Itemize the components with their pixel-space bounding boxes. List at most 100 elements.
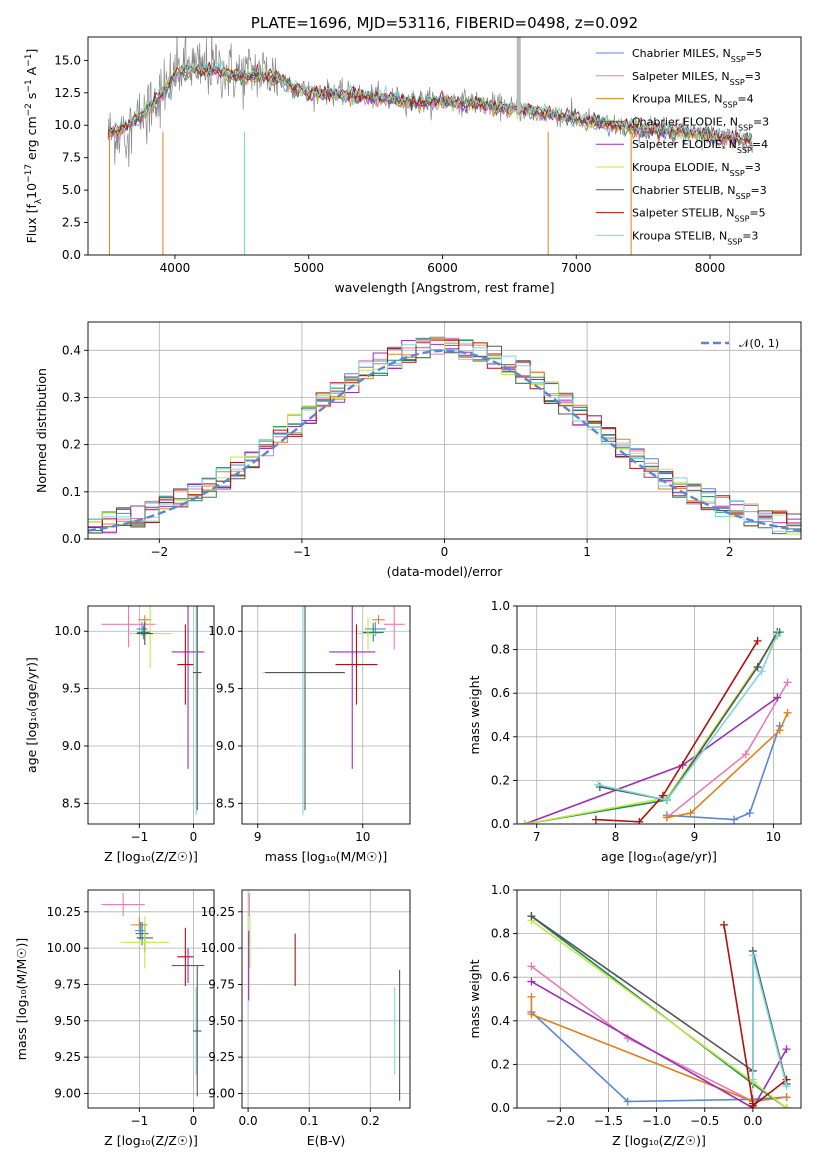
legend-label-name: Salpeter ELODIE, N (632, 138, 737, 151)
x-axis-label: Z [log₁₀(Z/Z☉)] (104, 849, 198, 864)
panel-age_vs_mass: 9 10 8.5 9.0 9.5 10.0 mass [log₁₀(M/M☉)] (208, 605, 411, 864)
y-tick-label: 9.25 (208, 1050, 235, 1064)
legend-label-sub: SSP (734, 214, 749, 223)
y-tick-label: 9.25 (54, 1050, 81, 1064)
data-point-chabrier_stelib (192, 606, 202, 811)
x-tick-label: 0 (190, 1114, 198, 1128)
y-tick-label: 9.00 (208, 1086, 235, 1100)
y-tick-label: 9.00 (54, 1086, 81, 1100)
y-tick-label: 0.8 (491, 643, 510, 657)
x-tick-label: 7000 (561, 261, 592, 275)
y-axis-label-part: −2 (24, 103, 34, 116)
y-tick-label: 0.0 (62, 532, 81, 546)
plot-area (88, 890, 214, 1108)
x-axis-label: Z [log₁₀(Z/Z☉)] (104, 1133, 198, 1148)
legend-label-suffix: =3 (753, 115, 769, 128)
legend-label-name: Chabrier STELIB, N (632, 184, 736, 197)
y-axis-label-part: −1 (24, 54, 34, 67)
data-point-kroupa_elodie (120, 916, 170, 969)
data-point-salpeter_miles (101, 606, 156, 648)
y-tick-label: 0.4 (491, 1014, 510, 1028)
weight-marker (635, 817, 644, 824)
y-tick-label: 10.00 (47, 941, 81, 955)
y-tick-label: 0.2 (62, 438, 81, 452)
legend-label-sub: SSP (722, 100, 737, 109)
y-tick-label: 10.0 (54, 118, 81, 132)
y-axis-label-part: Flux [f (24, 204, 39, 244)
weight-marker (527, 992, 536, 1001)
x-tick-label: 0 (190, 830, 198, 844)
x-axis-label: wavelength [Angstrom, rest frame] (334, 280, 554, 295)
y-tick-label: 7.5 (62, 151, 81, 165)
panel-residuals: −2 −1 0 1 2 0.0 0.1 0.2 0.3 0.4 (data-model)/error… (34, 321, 802, 579)
y-tick-label: 10.0 (54, 624, 81, 638)
weight-line-salpeter_stelib (595, 640, 759, 823)
weight-marker (757, 667, 766, 676)
legend-label: Salpeter MILES, NSSP=3 (632, 70, 761, 87)
legend-label-name: Kroupa MILES, N (632, 93, 722, 106)
y-tick-label: 9.0 (216, 739, 235, 753)
x-tick-label: 4000 (160, 261, 191, 275)
legend-label-sub: SSP (727, 237, 742, 246)
x-tick-label: 0.2 (361, 1114, 380, 1128)
y-tick-label: 0.6 (491, 686, 510, 700)
x-axis-label: Z [log₁₀(Z/Z☉)] (612, 1133, 706, 1148)
weight-marker (782, 1082, 791, 1091)
legend-label-name: Kroupa ELODIE, N (632, 161, 730, 174)
y-tick-label: 0.4 (62, 343, 81, 357)
y-axis-label-part: A (24, 66, 39, 79)
y-tick-label: 0.1 (62, 485, 81, 499)
weight-line-chabrier_stelib (599, 631, 778, 801)
weight-marker (783, 678, 792, 687)
spectrum-model-salpeter_elodie (108, 61, 753, 145)
weight-marker (662, 813, 671, 822)
weight-marker (748, 1075, 757, 1084)
y-tick-label: 9.0 (62, 739, 81, 753)
weight-marker (782, 1093, 791, 1102)
legend-label-suffix: =3 (745, 161, 761, 174)
legend-label-suffix: =5 (749, 207, 765, 220)
weight-marker (773, 693, 782, 702)
weight-marker (520, 820, 529, 824)
weight-line-kroupa_miles (530, 996, 787, 1103)
weight-marker (686, 809, 695, 818)
panel-mass_vs_ebv: 0.0 0.1 0.2 9.00 9.25 9.50 9.75 10.00 10.25 E(B-V… (201, 889, 411, 1148)
x-tick-label: −1.5 (594, 1114, 623, 1128)
y-tick-label: 0.2 (491, 1057, 510, 1071)
plot-area (517, 606, 801, 824)
data-point-salpeter_elodie (171, 948, 205, 984)
weight-marker (527, 962, 536, 971)
data-point-kroupa_elodie (357, 617, 379, 650)
legend-label-name: Chabrier ELODIE, N (632, 115, 738, 128)
legend-label-name: Chabrier MILES, N (632, 47, 731, 60)
weight-line-salpeter_miles (530, 965, 754, 1103)
x-tick-label: 10 (355, 830, 370, 844)
weight-marker (745, 809, 754, 818)
legend-label-name: Salpeter MILES, N (632, 70, 730, 83)
histogram-salpeter_stelib (88, 339, 801, 529)
x-tick-label: 0 (441, 545, 449, 559)
y-tick-label: 0.4 (491, 730, 510, 744)
y-tick-label: 1.0 (491, 599, 510, 613)
data-point-salpeter_miles (101, 892, 145, 917)
y-tick-label: 0.2 (491, 773, 510, 787)
y-tick-label: 9.50 (208, 1014, 235, 1028)
chart-title: PLATE=1696, MJD=53116, FIBERID=0498, z=0… (251, 14, 638, 32)
weight-marker (594, 780, 603, 789)
legend-label: 𝒩(0, 1) (739, 337, 779, 350)
legend-label-name: Salpeter STELIB, N (632, 207, 734, 220)
legend-label: Chabrier ELODIE, NSSP=3 (632, 115, 769, 131)
y-tick-label: 8.5 (216, 796, 235, 810)
y-tick-label: 10.0 (208, 624, 235, 638)
axes-frame (241, 889, 411, 1109)
axes-frame (87, 605, 215, 825)
gaussian-curve (88, 349, 801, 532)
weight-marker (773, 630, 782, 639)
legend-label-suffix: =4 (737, 93, 753, 106)
y-tick-label: 1.0 (491, 883, 510, 897)
weight-marker (783, 708, 792, 717)
plot-area (88, 322, 801, 539)
data-point-salpeter_stelib (177, 927, 194, 986)
y-tick-label: 0.0 (62, 248, 81, 262)
